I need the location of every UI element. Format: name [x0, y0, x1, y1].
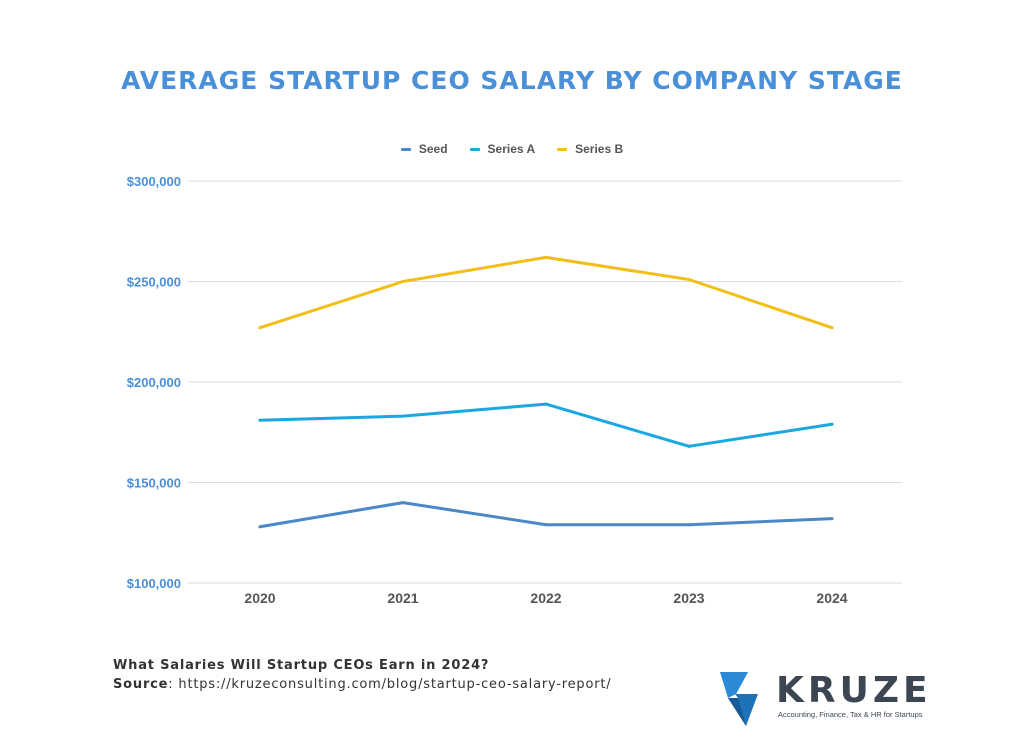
x-tick-label: 2023 [673, 590, 704, 606]
line-chart: $100,000 $150,000 $200,000 $250,000 $300,000… [127, 174, 902, 606]
legend-item-series-a: Series A [469, 142, 536, 156]
series-line-series-b [258, 255, 834, 330]
x-tick-label: 2024 [816, 590, 847, 606]
data-point-series-a [258, 418, 262, 422]
data-point-series-a [687, 444, 691, 448]
legend-label-seed: Seed [418, 142, 448, 156]
y-tick-label: $300,000 [127, 174, 181, 189]
x-tick-label: 2020 [244, 590, 275, 606]
legend-swatch-series-b [557, 147, 568, 151]
series-line-series-a [258, 402, 834, 448]
data-point-seed [258, 525, 262, 529]
legend-swatch-series-a [469, 147, 480, 151]
data-point-series-a [401, 414, 405, 418]
data-point-series-b [830, 326, 834, 330]
legend-item-seed: Seed [400, 142, 448, 156]
footer-source: Source: https://kruzeconsulting.com/blog… [113, 677, 611, 692]
series-line-seed [258, 501, 834, 529]
x-tick-label: 2022 [530, 590, 561, 606]
legend-swatch-seed [400, 147, 411, 151]
data-point-series-b [401, 280, 405, 283]
data-point-series-a [830, 422, 834, 426]
footer-heading: What Salaries Will Startup CEOs Earn in … [113, 658, 490, 673]
logo-wordmark: KRUZE [776, 670, 932, 711]
kruze-chevron-logo-icon [720, 672, 758, 726]
kruze-logo: KRUZE Accounting, Finance, Tax & HR for … [718, 668, 928, 730]
source-label: Source [113, 677, 169, 692]
data-point-series-b [687, 277, 691, 281]
legend-label-series-b: Series B [575, 142, 624, 156]
source-link[interactable]: https://kruzeconsulting.com/blog/startup… [178, 677, 612, 692]
y-tick-label: $100,000 [127, 576, 181, 591]
data-point-seed [830, 517, 834, 521]
logo-tagline: Accounting, Finance, Tax & HR for Startu… [778, 710, 923, 719]
data-point-series-b [544, 255, 548, 259]
legend-item-series-b: Series B [557, 142, 623, 156]
legend-label-series-a: Series A [487, 142, 536, 156]
data-point-series-a [544, 402, 548, 406]
data-point-seed [401, 501, 405, 505]
y-tick-label: $200,000 [127, 375, 181, 390]
data-point-seed [687, 523, 691, 527]
x-tick-label: 2021 [387, 590, 418, 606]
source-colon: : [168, 677, 179, 692]
chart-legend: Seed Series A Series B [0, 142, 1024, 156]
y-tick-label: $150,000 [127, 476, 181, 491]
data-point-series-b [258, 326, 262, 330]
chart-title: AVERAGE STARTUP CEO SALARY BY COMPANY ST… [121, 66, 903, 95]
y-tick-label: $250,000 [127, 275, 181, 290]
data-point-seed [544, 523, 548, 527]
